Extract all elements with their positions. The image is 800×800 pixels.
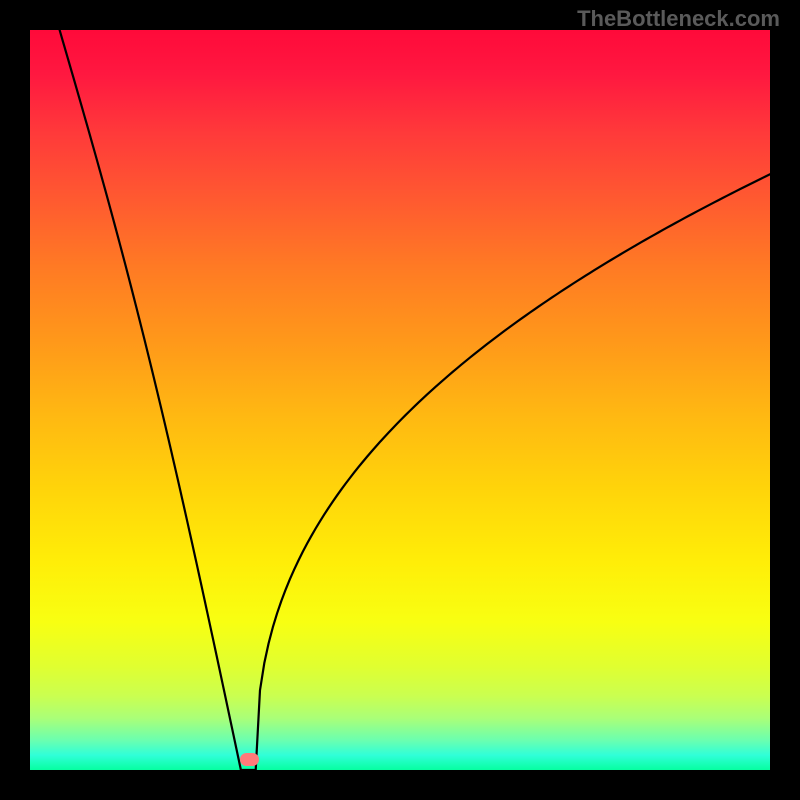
optimal-point-marker [240, 753, 259, 766]
plot-area [30, 30, 770, 770]
chart-container: TheBottleneck.com [0, 0, 800, 800]
bottleneck-curve [30, 30, 770, 770]
watermark-text: TheBottleneck.com [577, 6, 780, 32]
